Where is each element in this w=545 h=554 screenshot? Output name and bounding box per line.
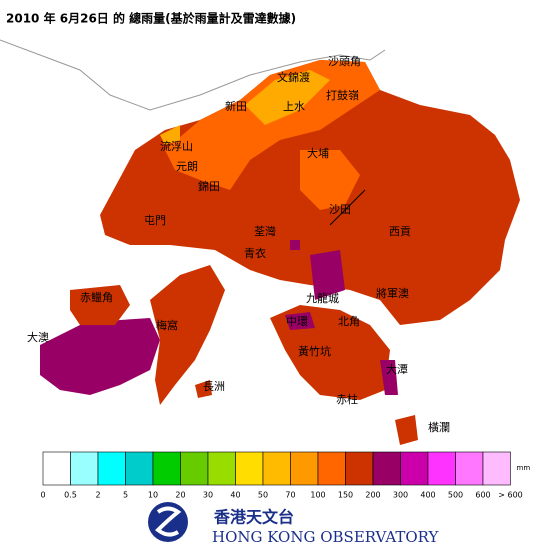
legend-label: 0.5	[64, 491, 77, 500]
legend-label: 600	[475, 491, 490, 500]
legend-swatch	[235, 451, 264, 486]
place-label: 將軍澳	[376, 286, 409, 300]
legend-swatch	[317, 451, 346, 486]
place-label: 赤鱲角	[80, 291, 113, 304]
legend-label: 40	[230, 491, 240, 500]
legend-label: 150	[338, 491, 353, 500]
logo-english: HONG KONG OBSERVATORY	[212, 528, 439, 546]
legend-swatch	[180, 451, 209, 486]
legend-label: 10	[148, 491, 158, 500]
legend-swatch	[345, 451, 374, 486]
place-label: 長洲	[203, 380, 225, 393]
place-label: 錦田	[198, 179, 220, 193]
legend-unit: mm	[517, 464, 531, 472]
place-label: 北角	[338, 315, 360, 328]
legend-label: 0	[40, 491, 45, 500]
legend-label: 5	[123, 491, 128, 500]
place-label: 中環	[286, 315, 308, 328]
legend-swatch	[207, 451, 236, 486]
place-label: 流浮山	[160, 139, 193, 153]
place-label: 上水	[283, 100, 305, 113]
place-label: 打鼓嶺	[326, 88, 359, 102]
leader-line	[329, 189, 366, 226]
place-label: 黃竹坑	[298, 344, 331, 358]
legend-swatch	[42, 451, 71, 486]
legend-label: 300	[393, 491, 408, 500]
legend-label: 70	[285, 491, 295, 500]
place-label: 赤柱	[336, 392, 358, 406]
legend-swatch	[427, 451, 456, 486]
place-label: 屯門	[144, 214, 166, 227]
place-label: 九龍城	[306, 291, 339, 305]
land	[40, 60, 520, 445]
legend-swatch	[262, 451, 291, 486]
place-label: 文錦渡	[277, 70, 310, 84]
legend-swatch	[400, 451, 429, 486]
legend-label: 20	[175, 491, 185, 500]
place-label: 橫瀾	[428, 420, 450, 434]
place-label: 新田	[225, 99, 247, 113]
place-label: 大埔	[307, 146, 329, 160]
legend-label: 500	[448, 491, 463, 500]
legend-swatch	[152, 451, 181, 486]
logo: 香港天文台 HONG KONG OBSERVATORY	[148, 502, 439, 546]
place-label: 元朗	[176, 160, 198, 173]
map-title: 2010 年 6月26日 的 總雨量(基於雨量計及雷達數據)	[6, 11, 296, 26]
legend-label: 200	[365, 491, 380, 500]
border	[0, 39, 386, 111]
legend-label: 30	[203, 491, 213, 500]
legend-swatch	[372, 451, 401, 486]
place-label: 西貢	[389, 225, 411, 238]
legend-label: > 600	[498, 491, 523, 500]
place-label: 大澳	[27, 330, 49, 344]
place-label: 梅窩	[156, 318, 178, 332]
place-label: 荃灣	[254, 224, 276, 238]
legend-label: 50	[258, 491, 268, 500]
place-label: 青衣	[244, 246, 266, 260]
legend-swatch	[482, 451, 511, 486]
place-label: 沙頭角	[328, 55, 361, 68]
legend-swatch	[97, 451, 126, 486]
legend-label: 2	[95, 491, 100, 500]
place-label: 沙田	[329, 203, 351, 216]
logo-chinese: 香港天文台	[213, 508, 294, 527]
legend-swatch	[455, 451, 484, 486]
place-label: 大潭	[386, 362, 408, 376]
legend-swatch	[290, 451, 319, 486]
legend-label: 100	[310, 491, 325, 500]
legend-swatch	[70, 451, 99, 486]
legend-label: 400	[420, 491, 435, 500]
legend-swatch	[125, 451, 154, 486]
